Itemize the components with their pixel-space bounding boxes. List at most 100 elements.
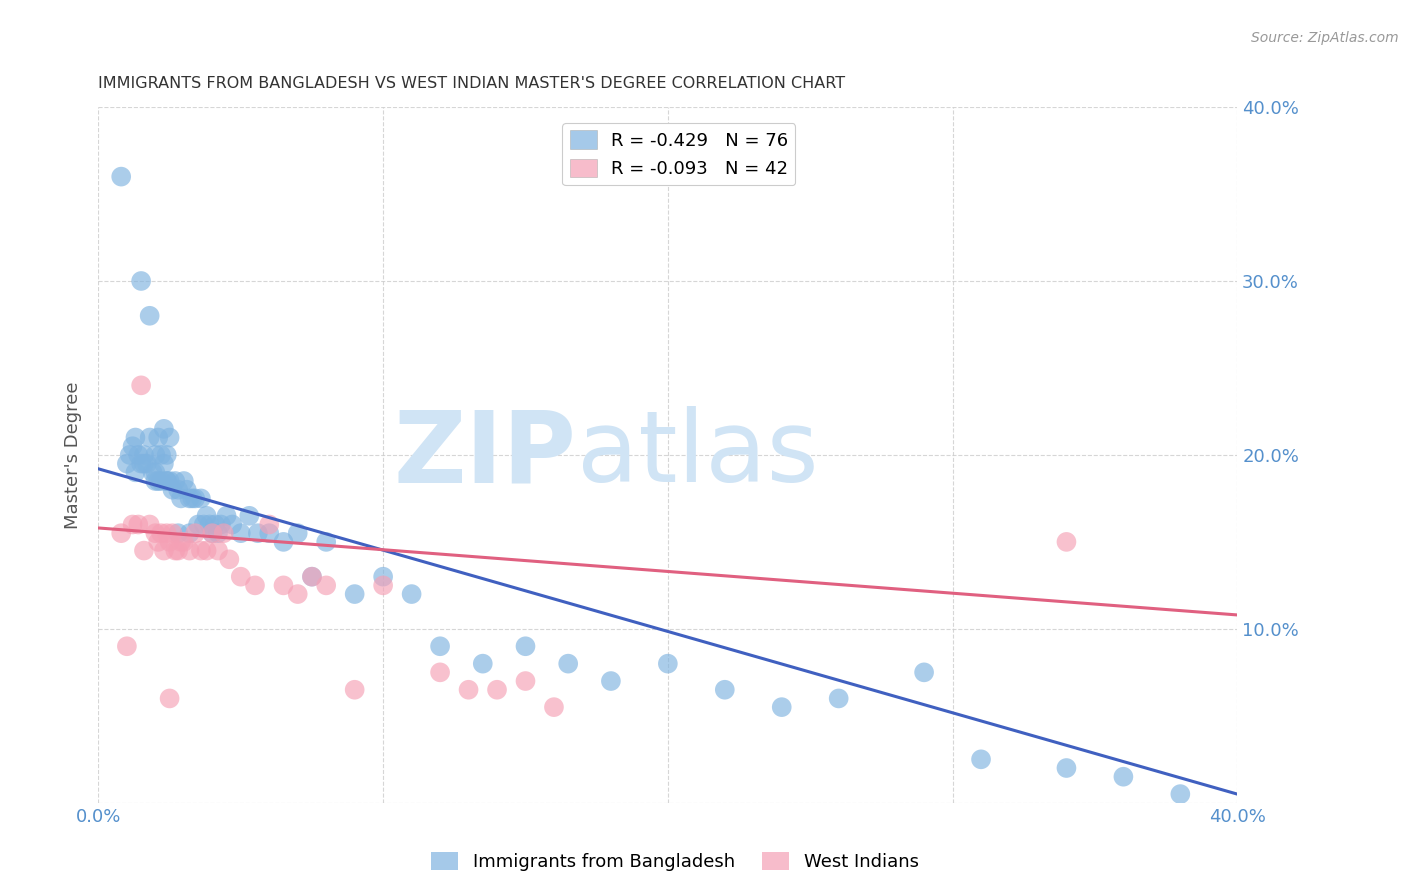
Point: [246, 526, 269, 541]
Point: [714, 682, 737, 697]
Point: [138, 430, 160, 444]
Point: [229, 570, 252, 584]
Point: [127, 517, 149, 532]
Point: [159, 430, 181, 444]
Point: [193, 517, 215, 532]
Point: [301, 570, 323, 584]
Point: [209, 517, 232, 532]
Point: [201, 526, 224, 541]
Point: [970, 752, 993, 766]
Point: [515, 639, 537, 653]
Point: [657, 657, 679, 671]
Legend: R = -0.429   N = 76, R = -0.093   N = 42: R = -0.429 N = 76, R = -0.093 N = 42: [562, 123, 796, 186]
Point: [221, 517, 243, 532]
Point: [218, 552, 240, 566]
Point: [124, 430, 146, 444]
Point: [429, 665, 451, 680]
Point: [129, 457, 152, 471]
Text: atlas: atlas: [576, 407, 818, 503]
Point: [129, 378, 152, 392]
Point: [127, 448, 149, 462]
Point: [1056, 761, 1078, 775]
Point: [110, 526, 132, 541]
Point: [201, 526, 224, 541]
Point: [165, 474, 187, 488]
Point: [121, 517, 143, 532]
Point: [167, 543, 190, 558]
Point: [153, 422, 176, 436]
Point: [138, 517, 160, 532]
Point: [184, 491, 207, 506]
Point: [145, 466, 167, 480]
Point: [176, 483, 198, 497]
Point: [828, 691, 851, 706]
Point: [429, 639, 451, 653]
Point: [110, 169, 132, 184]
Point: [179, 526, 201, 541]
Point: [273, 534, 295, 549]
Y-axis label: Master's Degree: Master's Degree: [65, 381, 83, 529]
Point: [165, 543, 187, 558]
Point: [181, 491, 204, 506]
Text: IMMIGRANTS FROM BANGLADESH VS WEST INDIAN MASTER'S DEGREE CORRELATION CHART: IMMIGRANTS FROM BANGLADESH VS WEST INDIA…: [98, 76, 845, 91]
Point: [259, 517, 281, 532]
Point: [515, 674, 537, 689]
Point: [1170, 787, 1192, 801]
Point: [135, 457, 157, 471]
Point: [486, 682, 509, 697]
Point: [457, 682, 479, 697]
Point: [343, 682, 366, 697]
Legend: Immigrants from Bangladesh, West Indians: Immigrants from Bangladesh, West Indians: [425, 845, 925, 879]
Point: [543, 700, 565, 714]
Point: [132, 457, 155, 471]
Point: [145, 526, 167, 541]
Point: [156, 448, 179, 462]
Point: [159, 474, 181, 488]
Point: [156, 474, 179, 488]
Point: [179, 491, 201, 506]
Point: [198, 517, 221, 532]
Point: [153, 543, 176, 558]
Point: [159, 691, 181, 706]
Point: [315, 578, 337, 592]
Point: [150, 448, 173, 462]
Point: [167, 526, 190, 541]
Text: ZIP: ZIP: [394, 407, 576, 503]
Point: [141, 466, 163, 480]
Point: [215, 508, 238, 523]
Point: [138, 309, 160, 323]
Point: [373, 570, 395, 584]
Point: [148, 430, 170, 444]
Point: [770, 700, 793, 714]
Point: [173, 534, 195, 549]
Point: [195, 508, 218, 523]
Point: [229, 526, 252, 541]
Point: [132, 543, 155, 558]
Point: [912, 665, 935, 680]
Point: [121, 439, 143, 453]
Point: [173, 474, 195, 488]
Point: [162, 483, 184, 497]
Point: [190, 491, 212, 506]
Point: [150, 474, 173, 488]
Point: [115, 639, 138, 653]
Point: [287, 587, 309, 601]
Point: [179, 543, 201, 558]
Point: [167, 483, 190, 497]
Point: [170, 491, 193, 506]
Point: [132, 448, 155, 462]
Point: [124, 466, 146, 480]
Point: [129, 274, 152, 288]
Point: [115, 457, 138, 471]
Point: [207, 526, 229, 541]
Point: [238, 508, 260, 523]
Point: [315, 534, 337, 549]
Point: [207, 543, 229, 558]
Point: [1056, 534, 1078, 549]
Point: [150, 526, 173, 541]
Point: [557, 657, 579, 671]
Point: [156, 474, 179, 488]
Point: [343, 587, 366, 601]
Point: [156, 526, 179, 541]
Point: [148, 534, 170, 549]
